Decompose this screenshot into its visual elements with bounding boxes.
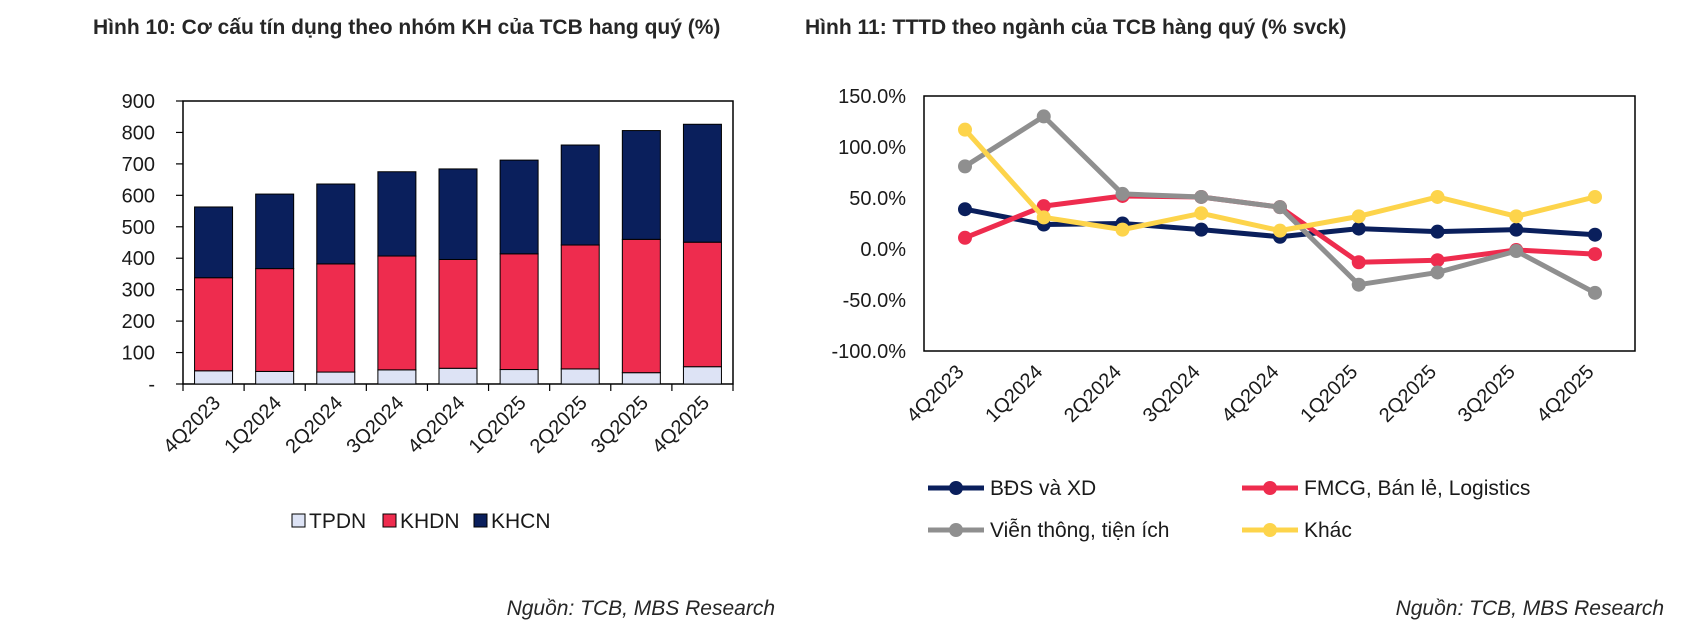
y-tick-label: 200	[122, 311, 155, 333]
y-tick-label: 600	[122, 185, 155, 207]
data-point	[1588, 247, 1602, 262]
series-line	[963, 127, 1596, 234]
bar-segment-khdn	[560, 244, 600, 370]
legend-label: Khác	[1304, 519, 1352, 542]
data-point	[1351, 209, 1366, 224]
data-point	[958, 202, 972, 217]
bar-segment-khcn	[377, 171, 417, 257]
right-chart-title: Hình 11: TTTD theo ngành của TCB hàng qu…	[805, 16, 1347, 39]
line-chart: -100.0% -50.0% 0.0% 50.0% 100.0% 150.0% 4Q2023…	[832, 86, 1636, 542]
y-tick-label: -100.0%	[832, 341, 907, 363]
y-tick-label: -	[148, 374, 155, 396]
legend-marker	[949, 523, 963, 537]
y-tick-label: 100	[122, 343, 155, 365]
y-tick-label: 0.0%	[860, 239, 906, 261]
data-point	[1351, 221, 1366, 236]
data-point	[1036, 199, 1051, 214]
right-chart-source: Nguồn: TCB, MBS Research	[1395, 597, 1664, 620]
y-tick-label: 500	[122, 217, 155, 239]
y-tick-label: 900	[122, 91, 155, 113]
y-tick-label: 400	[122, 248, 155, 270]
bar-segment-khcn	[560, 144, 600, 246]
data-point	[1194, 206, 1209, 221]
bar-segment-khdn	[499, 253, 539, 371]
data-point	[1351, 277, 1366, 292]
data-point	[1273, 200, 1287, 215]
bar-segment-khdn	[377, 255, 417, 371]
bar-segment-khcn	[194, 206, 234, 279]
data-point	[1194, 189, 1209, 204]
data-point	[1430, 189, 1445, 204]
data-point	[1509, 244, 1524, 259]
legend-label: BĐS và XD	[990, 477, 1096, 500]
bar-segment-khcn	[499, 159, 539, 255]
data-point	[1588, 189, 1602, 204]
y-tick-label: 50.0%	[849, 188, 906, 210]
data-point	[1115, 186, 1130, 201]
x-tick-label: 4Q2023	[903, 361, 969, 427]
data-point	[1509, 222, 1524, 237]
y-tick-label: -50.0%	[843, 290, 907, 312]
bar-segment-khcn	[316, 183, 356, 265]
data-point	[1588, 227, 1602, 242]
data-point	[1509, 209, 1524, 224]
legend-label: TPDN	[309, 510, 366, 533]
legend-swatch	[473, 513, 488, 528]
legend-marker	[1263, 481, 1277, 495]
y-tick-label: 300	[122, 280, 155, 302]
legend-marker	[949, 481, 963, 495]
legend-swatch	[291, 513, 306, 528]
x-tick-label: 4Q2025	[1533, 361, 1599, 427]
data-point	[1036, 210, 1051, 225]
plot-area-frame	[923, 95, 1636, 352]
legend-label: Viễn thông, tiện ích	[990, 519, 1169, 542]
legend-label: KHCN	[491, 510, 551, 533]
bar-segment-khcn	[438, 168, 478, 260]
legend-swatch	[382, 513, 397, 528]
stacked-bar-chart: -1002003004005006007008009004Q20231Q2024…	[122, 91, 734, 533]
bar-segment-khdn	[438, 258, 478, 369]
legend-label: KHDN	[400, 510, 460, 533]
x-tick-label: 3Q2024	[1139, 361, 1205, 427]
x-tick-label: 2Q2024	[1060, 361, 1126, 427]
legend-marker	[1263, 523, 1277, 537]
data-point	[1194, 222, 1209, 237]
bar-segment-khdn	[621, 238, 661, 374]
x-tick-label: 3Q2025	[1454, 361, 1520, 427]
data-point	[958, 230, 972, 245]
y-tick-label: 700	[122, 154, 155, 176]
y-tick-label: 150.0%	[838, 86, 906, 108]
x-tick-label: 1Q2025	[1296, 361, 1362, 427]
legend-label: FMCG, Bán lẻ, Logistics	[1304, 477, 1530, 500]
data-point	[958, 122, 972, 137]
data-point	[1273, 223, 1287, 238]
bar-segment-khcn	[621, 130, 661, 240]
bar-segment-khdn	[316, 263, 356, 373]
data-point	[1036, 109, 1051, 124]
y-tick-label: 100.0%	[838, 137, 906, 159]
data-point	[958, 159, 972, 174]
bar-segment-khcn	[682, 123, 722, 243]
data-point	[1430, 265, 1445, 280]
x-tick-label: 4Q2024	[1218, 361, 1284, 427]
data-point	[1351, 255, 1366, 270]
data-point	[1115, 222, 1130, 237]
y-tick-label: 800	[122, 122, 155, 144]
left-chart-title: Hình 10: Cơ cấu tín dụng theo nhóm KH củ…	[93, 16, 721, 39]
data-point	[1430, 224, 1445, 239]
bar-segment-khcn	[255, 193, 295, 270]
bar-segment-khdn	[255, 268, 295, 372]
data-point	[1430, 253, 1445, 268]
data-point	[1588, 285, 1602, 300]
x-tick-label: 2Q2025	[1375, 361, 1441, 427]
left-chart-source: Nguồn: TCB, MBS Research	[506, 597, 775, 620]
x-tick-label: 1Q2024	[981, 361, 1047, 427]
